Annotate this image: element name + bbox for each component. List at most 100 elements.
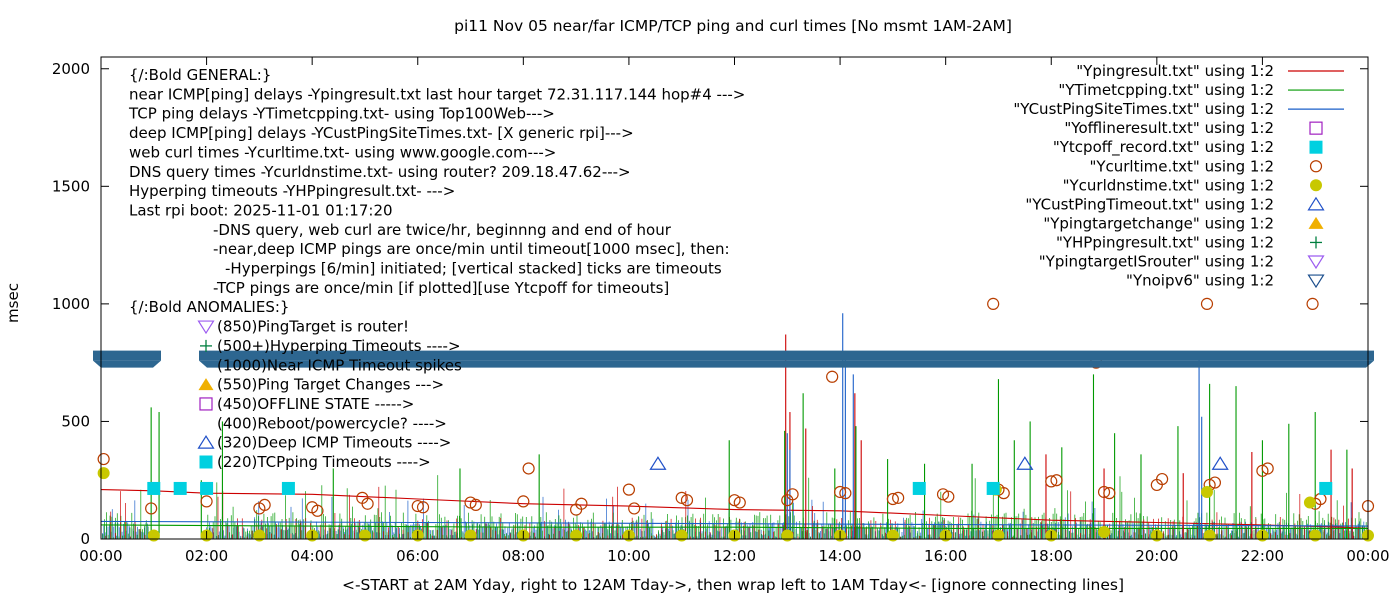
y-tick-label: 0	[80, 530, 90, 548]
x-axis-label: <-START at 2AM Yday, right to 12AM Tday-…	[342, 576, 1124, 594]
annotation-line: (1000)Near ICMP Timeout spikes	[217, 356, 462, 374]
point-mark	[1208, 476, 1222, 489]
x-tick-label: 22:00	[1241, 547, 1284, 565]
legend-symbol	[1310, 236, 1322, 249]
annotation-line: {/:Bold ANOMALIES:}	[129, 298, 289, 316]
band-segment	[199, 350, 1374, 361]
point-mark	[1319, 481, 1333, 495]
annotation-line: -TCP pings are once/min [if plotted][use…	[213, 279, 669, 297]
point-mark	[97, 467, 110, 480]
legend: "Ypingresult.txt" using 1:2"YTimetcpping…	[1013, 62, 1344, 290]
x-tick-label: 16:00	[924, 547, 967, 565]
point-mark	[361, 497, 374, 510]
series-4	[150, 374, 1348, 539]
point-mark	[886, 492, 899, 506]
annotation-symbol	[197, 435, 215, 449]
point-mark	[649, 456, 667, 470]
point-mark	[464, 496, 477, 509]
annotation-line: Last rpi boot: 2025-11-01 01:17:20	[129, 201, 393, 219]
plot-axes: 0 500 1000 1500 2000 00:00 02:00 04:00 06:00 08:0…	[52, 56, 1390, 565]
point-mark	[258, 498, 271, 512]
legend-entry: "Ynoipv6" using 1:2	[1126, 272, 1274, 290]
annotation-panel: {/:Bold GENERAL:}near ICMP[ping] delays …	[128, 66, 745, 471]
band-segment	[199, 360, 1374, 368]
point-mark	[826, 370, 839, 383]
y-tick-label: 500	[61, 412, 90, 430]
point-mark	[522, 462, 535, 475]
point-mark	[942, 490, 955, 503]
annotation-line: {/:Bold GENERAL:}	[129, 66, 271, 84]
legend-symbol	[1307, 196, 1325, 211]
annotation-symbol	[197, 320, 215, 335]
point-mark	[311, 504, 324, 517]
point-mark	[936, 488, 950, 501]
point-mark	[728, 494, 741, 507]
point-mark	[986, 481, 1000, 495]
series-2	[100, 520, 1369, 527]
y-tick-label: 1500	[52, 177, 90, 195]
x-tick-label: 20:00	[1135, 547, 1178, 565]
annotation-line: web curl times -Ycurltime.txt- using www…	[129, 143, 556, 161]
legend-entry: "Ycurldnstime.txt" using 1:2	[1063, 176, 1274, 194]
point-mark	[570, 529, 583, 542]
noipv6-band	[93, 350, 1374, 368]
legend-entry: "YHPpingresult.txt" using 1:2	[1056, 233, 1274, 251]
point-mark	[1098, 525, 1111, 538]
point-mark	[987, 297, 1000, 310]
y-tick-label: 2000	[52, 60, 90, 78]
point-mark	[1261, 462, 1274, 475]
legend-entry: "Ycurltime.txt" using 1:2	[1089, 157, 1274, 175]
point-mark	[469, 498, 482, 512]
legend-symbol	[1309, 121, 1323, 135]
point-mark	[200, 481, 214, 495]
point-mark	[680, 494, 694, 507]
x-tick-label: 18:00	[1030, 547, 1073, 565]
point-mark	[1211, 456, 1229, 470]
point-mark	[675, 491, 688, 504]
point-mark	[1045, 475, 1058, 488]
x-tick-label: 12:00	[713, 547, 756, 565]
y-axis-label: msec	[4, 283, 22, 323]
legend-symbol	[1310, 179, 1322, 192]
point-mark	[1306, 297, 1319, 310]
point-mark	[147, 529, 160, 542]
point-mark	[886, 529, 899, 542]
point-mark	[912, 481, 926, 495]
annotation-symbol	[199, 397, 213, 411]
series-5	[786, 313, 1203, 539]
point-mark	[628, 502, 641, 515]
annotation-symbol	[199, 455, 213, 469]
point-mark	[786, 488, 799, 501]
legend-symbol	[1307, 255, 1325, 270]
point-mark	[281, 481, 295, 495]
annotation-line: -DNS query, web curl are twice/hr, begin…	[213, 221, 672, 239]
annotation-symbol	[200, 339, 212, 352]
annotation-line: near ICMP[ping] delays -Ypingresult.txt …	[129, 85, 745, 103]
point-mark	[1309, 529, 1322, 542]
point-mark	[833, 485, 847, 499]
legend-entry: "YCustPingSiteTimes.txt" using 1:2	[1013, 100, 1274, 118]
legend-symbol	[1308, 216, 1324, 229]
annotation-line: Hyperping timeouts -YHPpingresult.txt- -…	[129, 182, 455, 200]
x-tick-label: 14:00	[818, 547, 861, 565]
point-mark	[1016, 456, 1034, 470]
x-tick-label: 00:00	[1346, 547, 1389, 565]
annotation-line: (500+)Hyperping Timeouts ---->	[217, 337, 461, 355]
series-8	[147, 481, 1333, 495]
point-mark	[358, 529, 371, 542]
point-mark	[200, 495, 213, 508]
point-mark	[733, 496, 746, 509]
series-1	[100, 524, 1368, 529]
band-segment	[93, 360, 161, 368]
annotation-line: (850)PingTarget is router!	[217, 318, 409, 336]
series-line	[100, 520, 1369, 527]
annotation-line: (320)Deep ICMP Timeouts ---->	[217, 434, 451, 452]
x-tick-label: 00:00	[79, 547, 122, 565]
point-mark	[1303, 496, 1316, 509]
annotation-symbol	[198, 378, 214, 391]
legend-entry: "YTimetcpping.txt" using 1:2	[1058, 81, 1274, 99]
series-line	[100, 524, 1368, 529]
point-mark	[992, 529, 1005, 542]
annotation-line: -Hyperpings [6/min] initiated; [vertical…	[225, 260, 722, 278]
